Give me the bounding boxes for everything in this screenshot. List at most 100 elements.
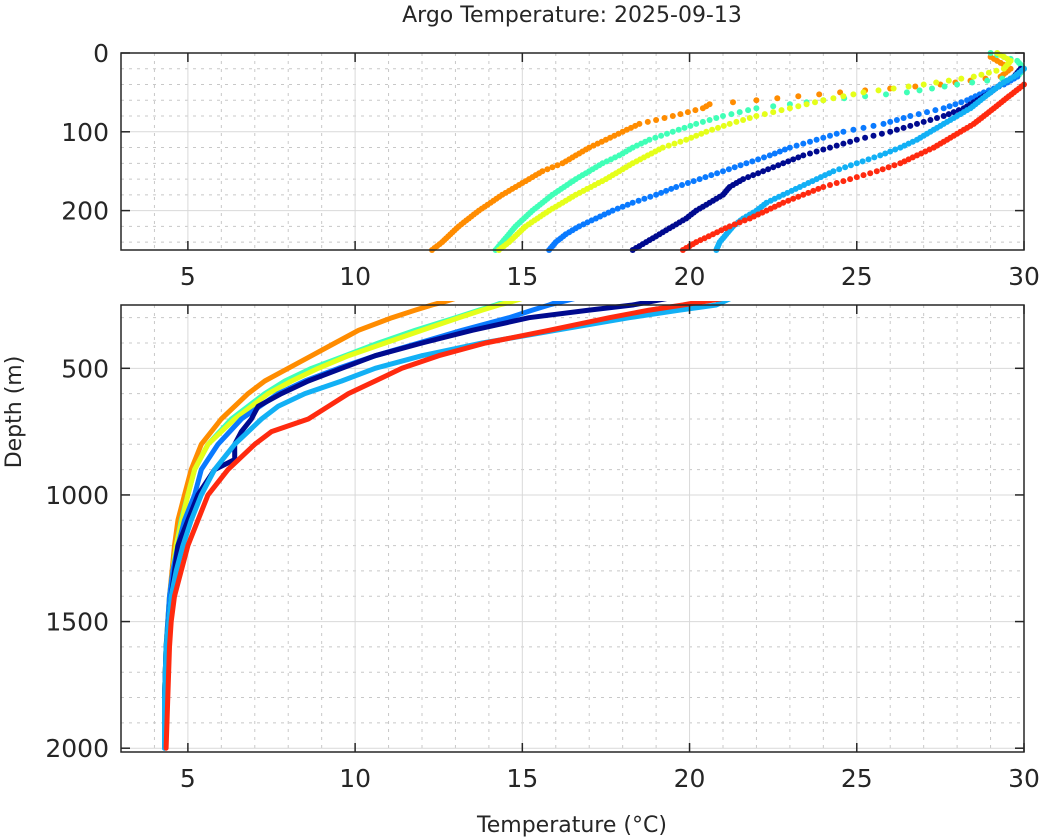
float-3-profile-line <box>162 301 523 726</box>
float-3-point <box>803 101 810 108</box>
float-5-point <box>847 138 854 145</box>
float-4-point <box>880 120 887 127</box>
float-5-point <box>760 168 767 175</box>
float-4-point <box>915 111 922 118</box>
float-1-point <box>837 89 844 96</box>
float-1-point <box>795 93 802 100</box>
y-tick-label: 1000 <box>45 481 109 510</box>
float-7-point <box>860 172 867 179</box>
float-4-point <box>720 168 726 175</box>
float-6-point <box>847 162 854 169</box>
float-4-point <box>761 154 767 161</box>
float-4-point <box>658 189 665 196</box>
float-4-point <box>702 174 709 181</box>
float-3-point <box>905 83 912 90</box>
float-4-point <box>624 201 631 208</box>
float-6-point <box>836 166 843 173</box>
float-4-point <box>907 113 914 119</box>
float-7-point <box>785 197 792 204</box>
float-4-point <box>725 166 732 173</box>
float-7-point <box>873 168 880 175</box>
float-1-point <box>684 109 691 116</box>
float-4-point <box>940 105 947 112</box>
float-4-point <box>635 197 642 204</box>
float-2-point <box>681 124 688 131</box>
y-tick-label: 200 <box>61 197 109 226</box>
float-4-point <box>653 191 660 198</box>
y-tick-label: 1500 <box>45 608 109 637</box>
float-5-point <box>893 126 900 133</box>
float-2-point <box>770 103 777 110</box>
float-7-profile-line <box>163 301 724 751</box>
float-6-point <box>882 150 889 157</box>
float-5-point <box>770 164 777 171</box>
x-tick-label: 15 <box>506 764 538 793</box>
float-7-point <box>840 178 847 185</box>
x-tick-label: 10 <box>339 764 371 793</box>
float-5-point <box>920 118 927 125</box>
float-4-point <box>833 130 840 137</box>
float-4-point <box>800 140 807 147</box>
float-5-point <box>765 166 772 173</box>
float-3-point <box>820 97 827 104</box>
float-5-point <box>800 152 807 159</box>
y-tick-label: 2000 <box>45 734 109 763</box>
float-4-profile-line <box>162 301 576 751</box>
float-5-point <box>887 128 894 135</box>
float-4-point <box>731 164 738 171</box>
float-2-point <box>693 120 700 127</box>
float-7-point <box>795 193 802 200</box>
float-5-point <box>870 132 877 139</box>
float-2-point <box>883 91 889 98</box>
x-tick-label: 20 <box>674 262 706 291</box>
float-5-point <box>927 117 934 123</box>
float-1-point <box>559 160 566 167</box>
float-4-point <box>924 109 930 116</box>
float-4-point <box>850 126 857 133</box>
float-5-point <box>853 136 860 143</box>
float-3-point <box>703 128 710 135</box>
float-4-point <box>679 182 685 188</box>
float-2-point <box>675 126 682 133</box>
float-4-point <box>958 99 965 106</box>
float-4-point <box>743 160 750 167</box>
float-2-profile-line <box>162 301 514 751</box>
float-3-point <box>970 73 977 80</box>
float-5-point <box>900 124 907 131</box>
float-3-point <box>709 126 716 133</box>
float-4-point <box>619 203 626 210</box>
float-3-point <box>720 122 727 129</box>
float-3-point <box>665 142 672 149</box>
float-5-point <box>862 134 869 141</box>
float-5-point <box>934 115 940 121</box>
float-5-point <box>945 111 952 118</box>
float-5-point <box>785 158 792 165</box>
float-6-point <box>859 158 866 165</box>
lower-panel: 5 10 15 20 25 30 500 1000 1500 2000 <box>45 301 1040 793</box>
float-2-point <box>652 134 659 141</box>
float-3-point <box>890 85 897 92</box>
lower-series-group <box>162 301 732 751</box>
float-1-point <box>692 107 699 114</box>
float-5-point <box>820 146 827 153</box>
float-7-point <box>810 187 817 194</box>
float-4-point <box>952 101 959 108</box>
float-7-point <box>805 189 812 196</box>
float-3-point <box>993 67 1000 74</box>
float-3-point <box>920 81 927 88</box>
float-6-point <box>877 152 884 159</box>
float-4-point <box>781 146 788 153</box>
upper-axes-frame <box>120 52 1025 251</box>
float-3-point <box>770 109 777 116</box>
float-4-point <box>629 199 636 206</box>
float-2-point <box>745 107 752 114</box>
float-7-point <box>879 166 886 173</box>
float-4-point <box>766 152 773 159</box>
y-tick-label: 0 <box>93 39 109 68</box>
float-5-point <box>775 162 782 169</box>
float-1-point <box>753 97 760 104</box>
float-2-point <box>929 85 935 92</box>
float-5-point <box>813 148 820 155</box>
float-4-point <box>820 134 827 141</box>
float-4-point <box>840 128 847 135</box>
